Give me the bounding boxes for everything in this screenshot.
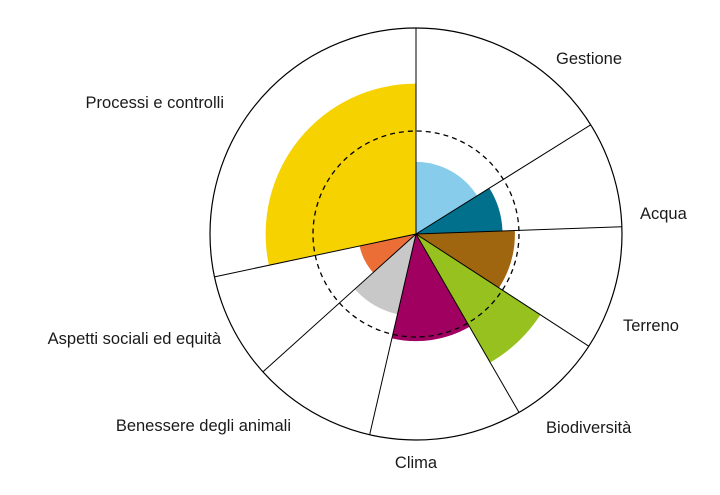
reference-circle [312,130,520,338]
slice-biodiversita [416,234,541,363]
label-gestione: Gestione [556,50,622,68]
slice-terreno [416,230,515,288]
slice-acqua [416,188,503,234]
spoke-biodiversita [415,233,590,347]
slice-benessere-degli-animali [354,234,416,315]
label-aspetti-sociali-ed-equita: Aspetti sociali ed equità [48,330,222,348]
slice-aspetti-sociali-ed-equita [359,234,416,273]
label-clima: Clima [395,454,438,472]
slice-clima [391,234,470,342]
spoke-clima [415,233,520,413]
label-processi-e-controlli: Processi e controlli [86,94,224,112]
outer-circle [209,27,623,441]
spoke-benessere-degli-animali [369,233,417,435]
spoke-acqua [415,124,591,235]
spoke-aspetti-sociali-ed-equita [262,233,417,373]
slice-gestione [416,161,478,234]
label-terreno: Terreno [623,317,679,335]
label-benessere-degli-animali: Benessere degli animali [116,417,291,435]
slice-processi-e-controlli [265,83,416,266]
spoke-terreno [415,226,622,235]
spoke-processi-e-controlli [214,233,417,278]
label-acqua: Acqua [640,205,688,223]
outer-frame [209,27,623,441]
category-labels: Gestione Acqua Terreno Biodiversità Clima Ben… [48,50,688,472]
data-slices [265,83,541,363]
label-biodiversita: Biodiversità [546,419,632,437]
